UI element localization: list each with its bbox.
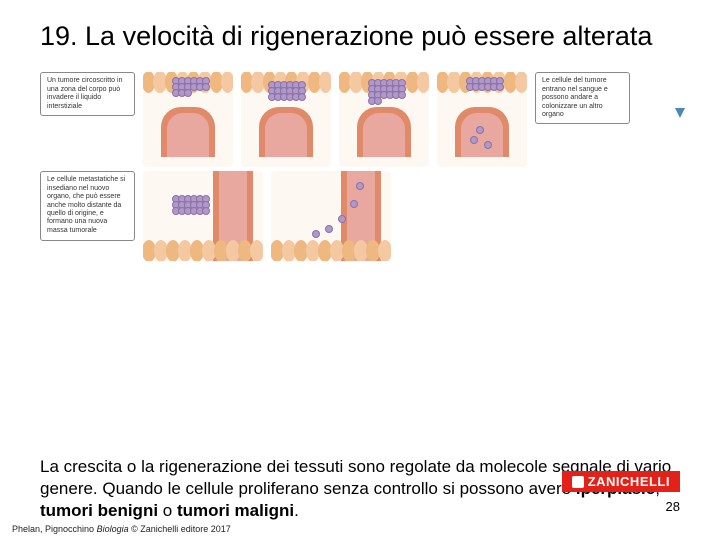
footer-title: Biologia [97,524,129,534]
brand-text: ZANICHELLI [588,474,670,489]
slide-title: 19. La velocità di rigenerazione può ess… [40,20,680,52]
body-sep-2: o [158,501,177,520]
slide-container: 19. La velocità di rigenerazione può ess… [0,0,720,540]
tissue-panel-1 [143,72,233,167]
footer-rest: © Zanichelli editore 2017 [129,524,231,534]
footer-credit: Phelan, Pignocchino Biologia © Zanichell… [12,524,231,534]
page-number: 28 [666,499,680,514]
diagram: Un tumore circoscritto in una zona del c… [40,72,680,272]
footer-author: Phelan, Pignocchino [12,524,97,534]
tissue-panel-2 [241,72,331,167]
tissue-panel-3 [339,72,429,167]
arrow-down-icon [675,108,685,118]
callout-box-3: Le cellule metastatiche si insediano nel… [40,171,135,241]
callout-box-2: Le cellule del tumore entrano nel sangue… [535,72,630,124]
body-sep-3: . [294,501,299,520]
zanichelli-logo: ZANICHELLI [562,471,680,492]
bold-tumori-maligni: tumori maligni [177,501,294,520]
diagram-row-bottom: Le cellule metastatiche si insediano nel… [40,171,680,261]
bold-tumori-benigni: tumori benigni [40,501,158,520]
tissue-panel-6 [271,171,391,261]
tissue-panel-5 [143,171,263,261]
diagram-row-top: Un tumore circoscritto in una zona del c… [40,72,680,167]
callout-box-1: Un tumore circoscritto in una zona del c… [40,72,135,116]
tissue-panel-4 [437,72,527,167]
